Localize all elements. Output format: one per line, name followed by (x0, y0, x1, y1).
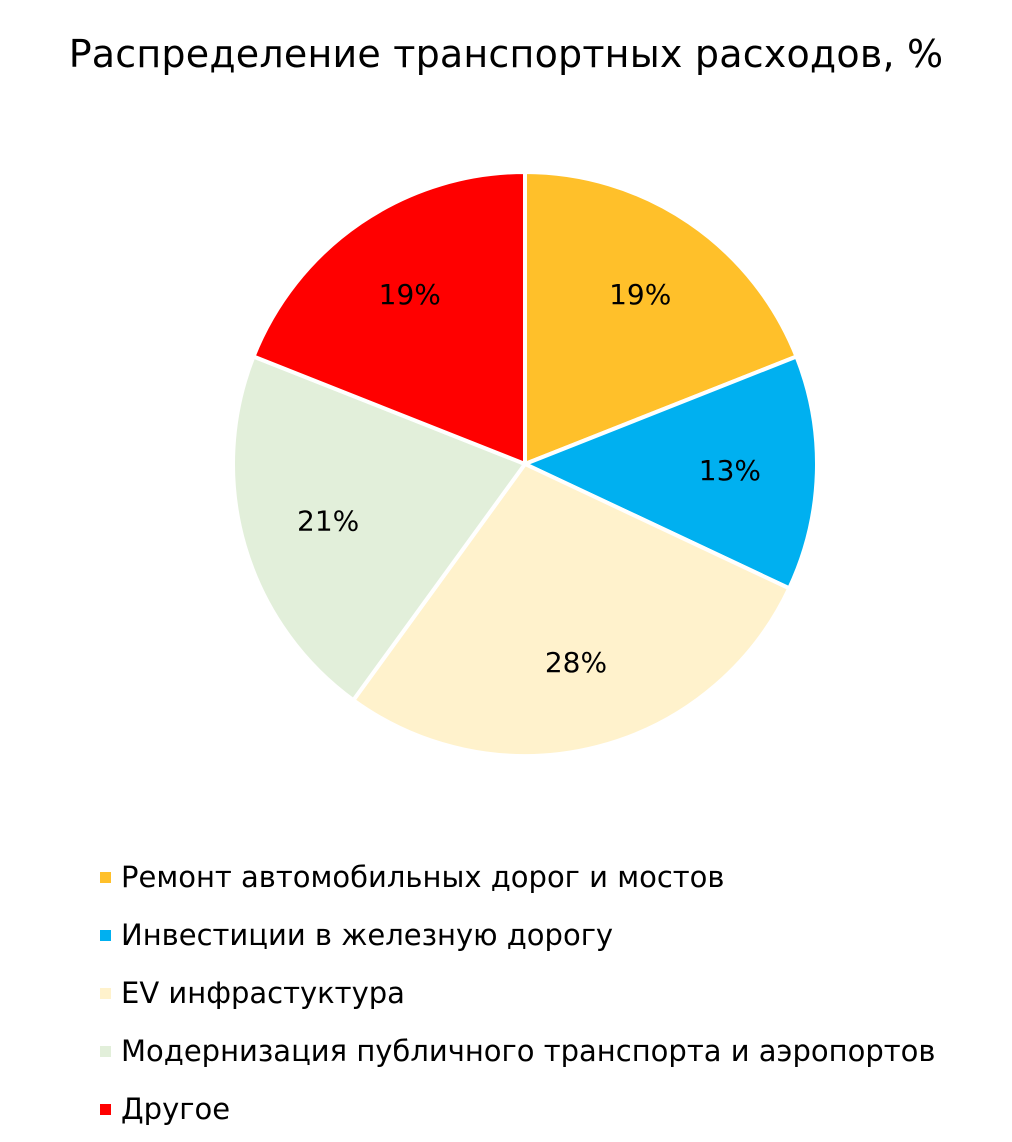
pie-data-label: 19% (379, 278, 441, 311)
legend-swatch (100, 1103, 111, 1115)
legend-swatch (100, 987, 111, 999)
pie-data-label: 28% (545, 646, 607, 679)
pie-slices (231, 170, 819, 758)
legend-item: Модернизация публичного транспорта и аэр… (100, 1022, 1000, 1080)
legend-label: Инвестиции в железную дорогу (121, 918, 614, 952)
pie-slice (523, 170, 799, 466)
legend: Ремонт автомобильных дорог и мостов Инве… (100, 848, 1000, 1138)
pie-data-label: 19% (609, 278, 671, 311)
chart-title: Распределение транспортных расходов, % (68, 32, 944, 76)
legend-swatch (100, 871, 111, 883)
pie-slice (251, 170, 527, 466)
legend-label: EV инфрастуктура (121, 976, 405, 1010)
pie-chart: 19% 13% 28% 21% 19% (231, 170, 819, 758)
legend-swatch (100, 929, 111, 941)
legend-item: EV инфрастуктура (100, 964, 1000, 1022)
pie-data-label: 13% (699, 454, 761, 487)
legend-label: Другое (121, 1092, 231, 1126)
pie-data-label: 21% (297, 505, 359, 538)
legend-item: Инвестиции в железную дорогу (100, 906, 1000, 964)
pie-slice (523, 354, 819, 591)
legend-swatch (100, 1045, 111, 1057)
pie-slice (231, 354, 527, 703)
legend-label: Ремонт автомобильных дорог и мостов (121, 860, 725, 894)
pie-slice (351, 462, 792, 758)
legend-item: Ремонт автомобильных дорог и мостов (100, 848, 1000, 906)
legend-item: Другое (100, 1080, 1000, 1138)
legend-label: Модернизация публичного транспорта и аэр… (121, 1034, 936, 1068)
pie-data-labels: 19% 13% 28% 21% 19% (297, 278, 761, 679)
